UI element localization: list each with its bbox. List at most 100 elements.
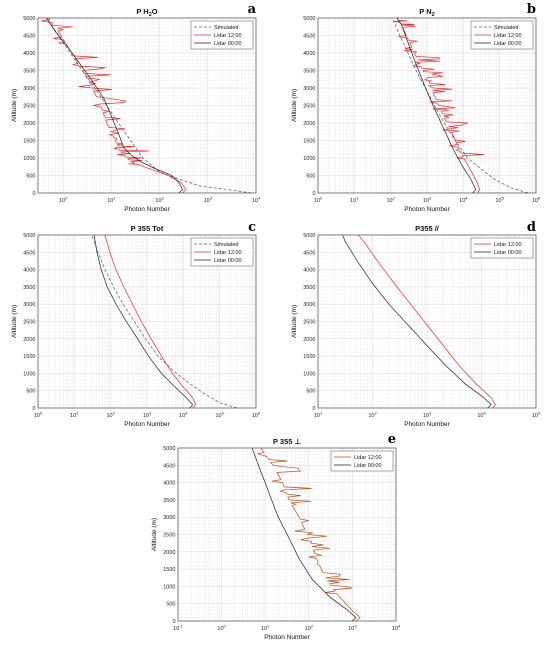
y-axis-label: Altitude (m) xyxy=(291,89,298,122)
y-tick-label: 1500 xyxy=(23,354,35,360)
y-tick-label: 2500 xyxy=(23,104,35,110)
y-tick-label: 4000 xyxy=(303,51,315,57)
legend-label: Lidar 00:00 xyxy=(214,258,242,264)
y-tick-label: 0 xyxy=(32,406,35,412)
x-tick-label: 101 xyxy=(70,411,79,420)
y-tick-label: 500 xyxy=(26,389,35,395)
x-axis-label: Photon Number xyxy=(404,421,450,428)
y-tick-label: 3500 xyxy=(303,285,315,291)
axes-frame xyxy=(317,234,537,409)
series-line xyxy=(391,17,529,194)
legend: Simulated Lidar 12:00 Lidar 00:00 xyxy=(470,20,534,50)
legend: Simulated Lidar 12:00 Lidar 00:00 xyxy=(190,237,254,267)
y-tick-label: 5000 xyxy=(23,16,35,22)
y-tick-label: 4500 xyxy=(303,250,315,256)
x-axis-label: Photon Number xyxy=(124,421,170,428)
x-tick-label: 104 xyxy=(252,196,261,205)
legend-box xyxy=(470,237,534,259)
legend-label: Lidar 00:00 xyxy=(494,250,522,256)
x-tick-label: 104 xyxy=(392,624,401,633)
panel-title: P355 // xyxy=(415,224,440,233)
y-tick-label: 5000 xyxy=(23,233,35,239)
grid xyxy=(37,17,257,194)
y-tick-label: 1000 xyxy=(303,371,315,377)
series-line xyxy=(396,17,477,194)
y-tick-label: 1500 xyxy=(163,567,175,573)
panel-c: 100 101 102 103 104 105 106 0 500 1000 1500 2000 250… xyxy=(11,220,261,428)
y-tick-label: 3500 xyxy=(23,69,35,75)
y-tick-label: 1500 xyxy=(303,139,315,145)
y-tick-label: 2500 xyxy=(23,320,35,326)
y-tick-label: 0 xyxy=(312,191,315,197)
y-tick-label: 3500 xyxy=(23,285,35,291)
series-line xyxy=(251,447,357,622)
axes-frame xyxy=(37,234,257,409)
y-axis-label: Altitude (m) xyxy=(11,305,18,338)
legend: Lidar 12:00 Lidar 00:00 xyxy=(470,237,534,259)
y-tick-label: 2500 xyxy=(303,104,315,110)
panel-letter: d xyxy=(527,220,536,235)
y-tick-label: 500 xyxy=(166,602,175,608)
legend-label: Lidar 00:00 xyxy=(494,41,522,47)
y-tick-label: 3000 xyxy=(163,515,175,521)
series-line xyxy=(46,17,184,194)
y-tick-label: 500 xyxy=(306,389,315,395)
x-tick-label: 103 xyxy=(204,196,213,205)
y-tick-label: 2000 xyxy=(303,337,315,343)
x-tick-label: 103 xyxy=(423,411,432,420)
y-tick-label: 3000 xyxy=(303,302,315,308)
legend-label: Lidar 12:00 xyxy=(214,33,242,39)
y-axis-label: Altitude (m) xyxy=(11,89,18,122)
panel-title: P N2 xyxy=(419,7,434,18)
y-axis-label: Altitude (m) xyxy=(291,305,298,338)
series-line xyxy=(393,17,485,194)
x-tick-label: 100 xyxy=(314,196,323,205)
y-tick-label: 4500 xyxy=(23,250,35,256)
x-tick-label: 103 xyxy=(423,196,432,205)
legend: Lidar 12:00 Lidar 00:00 xyxy=(330,450,394,472)
y-tick-label: 4000 xyxy=(23,268,35,274)
legend-label: Lidar 12:00 xyxy=(354,455,382,461)
panel-letter: a xyxy=(248,2,257,17)
y-tick-label: 1500 xyxy=(303,354,315,360)
y-tick-label: 3000 xyxy=(303,86,315,92)
series-line xyxy=(93,234,194,409)
series-line xyxy=(256,447,361,622)
y-tick-label: 5000 xyxy=(163,446,175,452)
y-tick-label: 500 xyxy=(26,174,35,180)
x-tick-label: 104 xyxy=(179,411,188,420)
legend-label: Simulated xyxy=(214,25,238,31)
y-tick-label: 1500 xyxy=(23,139,35,145)
legend-label: Lidar 00:00 xyxy=(354,463,382,469)
y-tick-label: 500 xyxy=(306,174,315,180)
y-tick-label: 4000 xyxy=(23,51,35,57)
panel-e: 10-1 100 101 102 103 104 0 500 1000 1500 2000 2500 3… xyxy=(151,432,401,641)
axes-frame xyxy=(317,17,537,194)
x-tick-label: 104 xyxy=(459,196,468,205)
panel-letter: c xyxy=(248,220,256,235)
legend-label: Lidar 12:00 xyxy=(494,33,522,39)
x-axis-label: Photon Number xyxy=(404,206,450,213)
y-tick-label: 3500 xyxy=(163,498,175,504)
legend-label: Lidar 12:00 xyxy=(494,242,522,248)
y-tick-label: 1000 xyxy=(23,156,35,162)
x-tick-label: 106 xyxy=(532,196,541,205)
panel-d: 101 102 103 104 105 0 500 1000 1500 2000 2500 3000 3… xyxy=(291,220,541,428)
legend: Simulated Lidar 12:00 Lidar 00:00 xyxy=(190,20,254,50)
x-tick-label: 103 xyxy=(348,624,357,633)
y-tick-label: 2000 xyxy=(163,550,175,556)
x-tick-label: 105 xyxy=(215,411,224,420)
series-line xyxy=(342,234,492,409)
x-tick-label: 101 xyxy=(107,196,116,205)
y-tick-label: 4500 xyxy=(303,34,315,40)
x-tick-label: 102 xyxy=(155,196,164,205)
y-tick-label: 1000 xyxy=(163,584,175,590)
x-tick-label: 100 xyxy=(34,411,43,420)
y-tick-label: 1000 xyxy=(303,156,315,162)
y-tick-label: 0 xyxy=(32,191,35,197)
panel-letter: b xyxy=(527,2,536,17)
legend-label: Lidar 00:00 xyxy=(214,41,242,47)
y-tick-label: 3000 xyxy=(23,86,35,92)
x-tick-label: 105 xyxy=(495,196,504,205)
